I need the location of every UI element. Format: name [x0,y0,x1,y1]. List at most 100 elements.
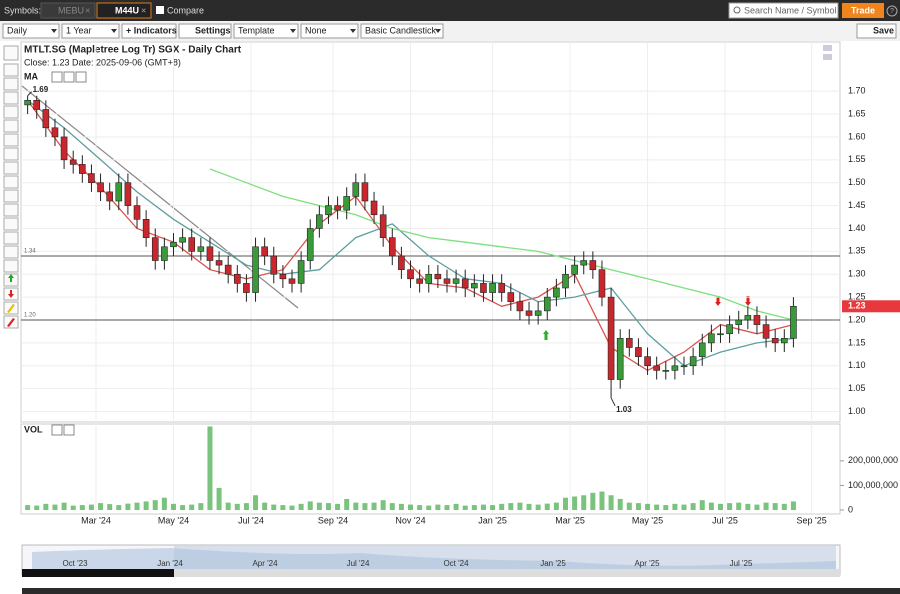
volume-bar [599,491,605,510]
y-tick-label: 1.05 [848,383,866,393]
trend-line [21,85,299,309]
x-tick-label: May '25 [632,515,663,525]
search-box[interactable] [728,2,839,19]
candle-body [543,296,551,312]
dropdown[interactable] [360,23,444,39]
settings[interactable]: Settings [195,25,231,35]
template[interactable]: Template [238,25,275,35]
volume-bar [727,503,733,510]
volume-bar [34,505,40,510]
candle-body [243,283,250,293]
candle-body [562,273,569,289]
indicator-buttons[interactable] [51,71,87,83]
pencil-tool[interactable] [7,304,15,313]
dropdown[interactable] [300,23,359,39]
checkbox[interactable] [156,6,164,14]
x-tick-label: Jul '25 [712,515,738,525]
help-icon[interactable] [886,5,898,17]
interval[interactable]: Daily [7,25,28,35]
y-tick-label: 1.45 [848,200,866,210]
candle-body [398,255,405,270]
overlay[interactable]: None [305,25,327,35]
candle-body [735,319,743,325]
panel-icon[interactable] [823,45,832,51]
volume-bar [462,505,468,510]
scrollbar[interactable] [22,569,840,577]
tab-close[interactable]: × [85,5,90,15]
volume-bar [253,495,259,510]
panel-icon[interactable] [823,54,832,60]
candle-body [744,315,752,321]
candle-body [534,310,542,316]
candle-body [771,338,779,344]
candle-body [571,264,578,275]
navigator-label: Oct '24 [443,559,469,568]
search-placeholder[interactable]: Search Name / Symbol [744,5,837,15]
button[interactable] [121,23,177,39]
candle-body [388,237,396,257]
dropdown[interactable] [61,23,120,39]
volume-bar [180,505,186,510]
candle-body [88,173,95,184]
volume-bar [408,504,414,510]
eraser-tool[interactable] [7,318,15,327]
up-arrow-tool[interactable] [8,274,14,282]
y-tick-label: 1.10 [848,360,866,370]
button[interactable] [178,23,232,39]
volume-buttons[interactable] [51,424,75,436]
candle-body [516,301,524,312]
candle-body [653,365,660,371]
y-tick-label: 1.15 [848,337,866,347]
candle-body [607,296,615,380]
tab-label[interactable]: MEBU [58,5,84,15]
down-arrow-tool[interactable] [8,290,14,298]
volume-bar [225,502,231,510]
compare-label[interactable]: Compare [167,5,204,15]
volume-bar [763,502,769,510]
candle-body [580,260,588,266]
volume-tick-label: 100,000,000 [848,480,898,490]
candle-body [471,283,478,289]
volume-bar [207,426,213,510]
candle-body [416,278,423,284]
volume-bar [490,505,496,510]
trade-label[interactable]: Trade [851,5,875,15]
candle-body [33,100,41,110]
dropdown[interactable] [2,23,60,39]
candle-body [197,246,205,252]
indicators[interactable]: + Indicators [126,25,177,35]
candle-body [589,260,597,270]
volume-bar [125,503,131,510]
volume-bar [544,503,550,510]
save-button[interactable] [856,23,897,39]
volume-bar [781,503,787,510]
dropdown[interactable] [233,23,299,39]
save[interactable]: Save [873,25,894,35]
candle-body [343,196,351,211]
volume-bar [608,495,614,510]
price-panel [20,41,841,423]
reference-label: 1.34 [24,249,36,255]
range[interactable]: 1 Year [66,25,92,35]
price-marker [842,300,900,313]
candle-body [151,237,159,261]
moving-average [27,99,794,367]
moving-average [209,168,794,321]
trade-button[interactable] [842,3,884,18]
volume-label: VOL [24,424,43,434]
tab-close[interactable]: × [141,5,146,15]
volume-bar [79,505,85,510]
x-tick-label: May '24 [158,515,189,525]
volume-bar [189,504,195,510]
candle-body [316,214,323,229]
volume-bar [645,503,651,510]
tab[interactable] [40,2,96,19]
tab[interactable] [96,2,152,19]
help-label[interactable]: ? [890,8,894,15]
x-tick-label: Jul '24 [238,515,264,525]
chart-style[interactable]: Basic Candlestick [365,25,437,35]
tab-label[interactable]: M44U [115,5,139,15]
candle-body [626,338,633,348]
y-tick-label: 1.70 [848,86,866,96]
candle-body [616,338,624,380]
